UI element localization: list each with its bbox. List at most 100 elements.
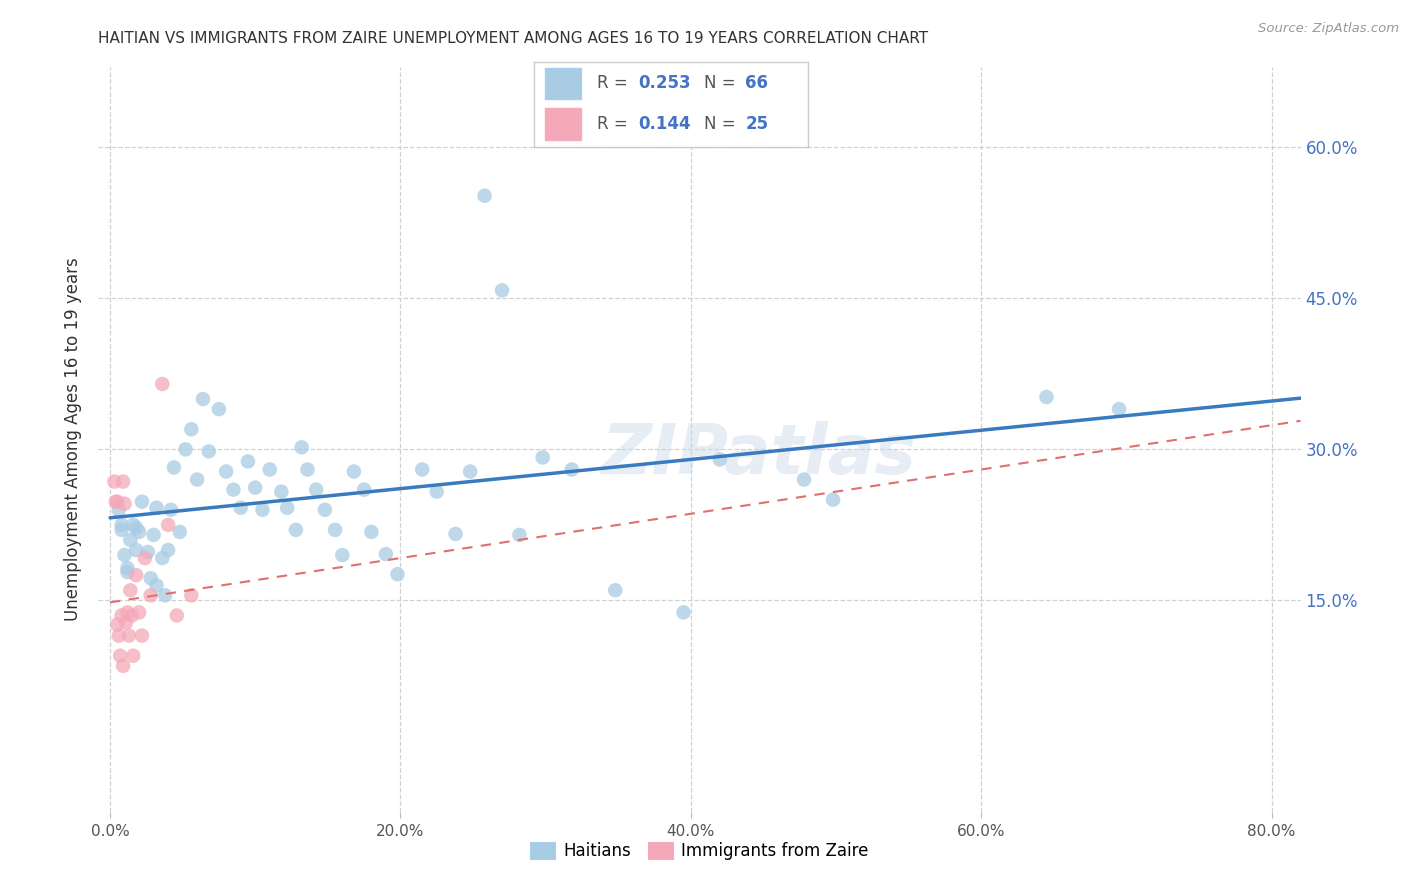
Point bbox=[323, 523, 346, 537]
Point bbox=[122, 648, 145, 663]
Point bbox=[131, 494, 153, 508]
Point bbox=[252, 502, 274, 516]
Text: 0.144: 0.144 bbox=[638, 115, 692, 133]
Point bbox=[112, 658, 135, 673]
Point bbox=[1035, 390, 1057, 404]
Point bbox=[105, 617, 128, 632]
Point bbox=[108, 648, 131, 663]
Point bbox=[180, 588, 202, 602]
Point bbox=[120, 533, 142, 547]
Point bbox=[117, 606, 139, 620]
Point bbox=[111, 523, 134, 537]
Point bbox=[215, 465, 238, 479]
Point bbox=[426, 484, 449, 499]
Point bbox=[174, 442, 197, 457]
Point bbox=[180, 422, 202, 436]
Point bbox=[117, 561, 139, 575]
Point bbox=[672, 606, 695, 620]
Point bbox=[112, 475, 135, 489]
Point bbox=[305, 483, 328, 497]
Point bbox=[411, 462, 433, 476]
Point bbox=[561, 462, 583, 476]
Point bbox=[229, 500, 252, 515]
Point bbox=[142, 528, 165, 542]
Point bbox=[111, 517, 134, 532]
Text: 25: 25 bbox=[745, 115, 769, 133]
Point bbox=[125, 521, 148, 535]
Point bbox=[360, 524, 382, 539]
Point bbox=[374, 547, 396, 561]
Text: 0.253: 0.253 bbox=[638, 74, 692, 92]
Point bbox=[114, 497, 136, 511]
Point bbox=[122, 517, 145, 532]
Point bbox=[270, 484, 292, 499]
Point bbox=[245, 481, 267, 495]
Point bbox=[157, 543, 180, 558]
Point bbox=[139, 588, 162, 602]
Point bbox=[105, 494, 128, 508]
Point bbox=[821, 492, 844, 507]
Point bbox=[111, 608, 134, 623]
Point bbox=[115, 615, 138, 630]
Point bbox=[117, 565, 139, 579]
Point bbox=[236, 454, 259, 468]
Point bbox=[166, 608, 188, 623]
Point bbox=[145, 578, 167, 592]
Point bbox=[128, 524, 150, 539]
Point bbox=[531, 450, 554, 465]
Point bbox=[458, 465, 481, 479]
Point bbox=[387, 567, 409, 582]
Point bbox=[145, 500, 167, 515]
Point bbox=[605, 583, 627, 598]
Point bbox=[155, 588, 177, 602]
Point bbox=[276, 500, 298, 515]
Point bbox=[160, 502, 183, 516]
Point bbox=[297, 462, 319, 476]
Point bbox=[353, 483, 375, 497]
Point bbox=[197, 444, 219, 458]
Point bbox=[709, 452, 731, 467]
Text: N =: N = bbox=[704, 74, 741, 92]
Text: R =: R = bbox=[598, 74, 633, 92]
Point bbox=[118, 629, 141, 643]
Point bbox=[131, 629, 153, 643]
Point bbox=[314, 502, 336, 516]
Point bbox=[157, 517, 180, 532]
Point bbox=[284, 523, 307, 537]
Point bbox=[104, 494, 127, 508]
Point bbox=[150, 551, 173, 566]
Text: ZIPatlas: ZIPatlas bbox=[602, 421, 917, 488]
Point bbox=[125, 568, 148, 582]
Point bbox=[136, 545, 159, 559]
Point bbox=[793, 473, 815, 487]
Point bbox=[139, 571, 162, 585]
Point bbox=[150, 376, 173, 391]
Point bbox=[103, 475, 125, 489]
Text: HAITIAN VS IMMIGRANTS FROM ZAIRE UNEMPLOYMENT AMONG AGES 16 TO 19 YEARS CORRELAT: HAITIAN VS IMMIGRANTS FROM ZAIRE UNEMPLO… bbox=[98, 31, 928, 46]
Point bbox=[291, 441, 314, 455]
Point bbox=[134, 551, 156, 566]
Point bbox=[114, 548, 136, 562]
Point bbox=[121, 608, 143, 623]
Legend: Haitians, Immigrants from Zaire: Haitians, Immigrants from Zaire bbox=[523, 835, 876, 867]
Point bbox=[169, 524, 191, 539]
Point bbox=[259, 462, 281, 476]
Point bbox=[444, 527, 467, 541]
Point bbox=[508, 528, 530, 542]
Point bbox=[107, 629, 129, 643]
Text: R =: R = bbox=[598, 115, 633, 133]
Text: 66: 66 bbox=[745, 74, 769, 92]
Point bbox=[128, 606, 150, 620]
Point bbox=[1108, 402, 1130, 417]
Point bbox=[125, 543, 148, 558]
Point bbox=[163, 460, 186, 475]
Point bbox=[208, 402, 231, 417]
FancyBboxPatch shape bbox=[546, 108, 581, 139]
Text: N =: N = bbox=[704, 115, 741, 133]
Point bbox=[120, 583, 142, 598]
Point bbox=[191, 392, 214, 406]
Point bbox=[222, 483, 245, 497]
FancyBboxPatch shape bbox=[546, 68, 581, 99]
Text: Source: ZipAtlas.com: Source: ZipAtlas.com bbox=[1258, 22, 1399, 36]
Point bbox=[491, 284, 513, 298]
